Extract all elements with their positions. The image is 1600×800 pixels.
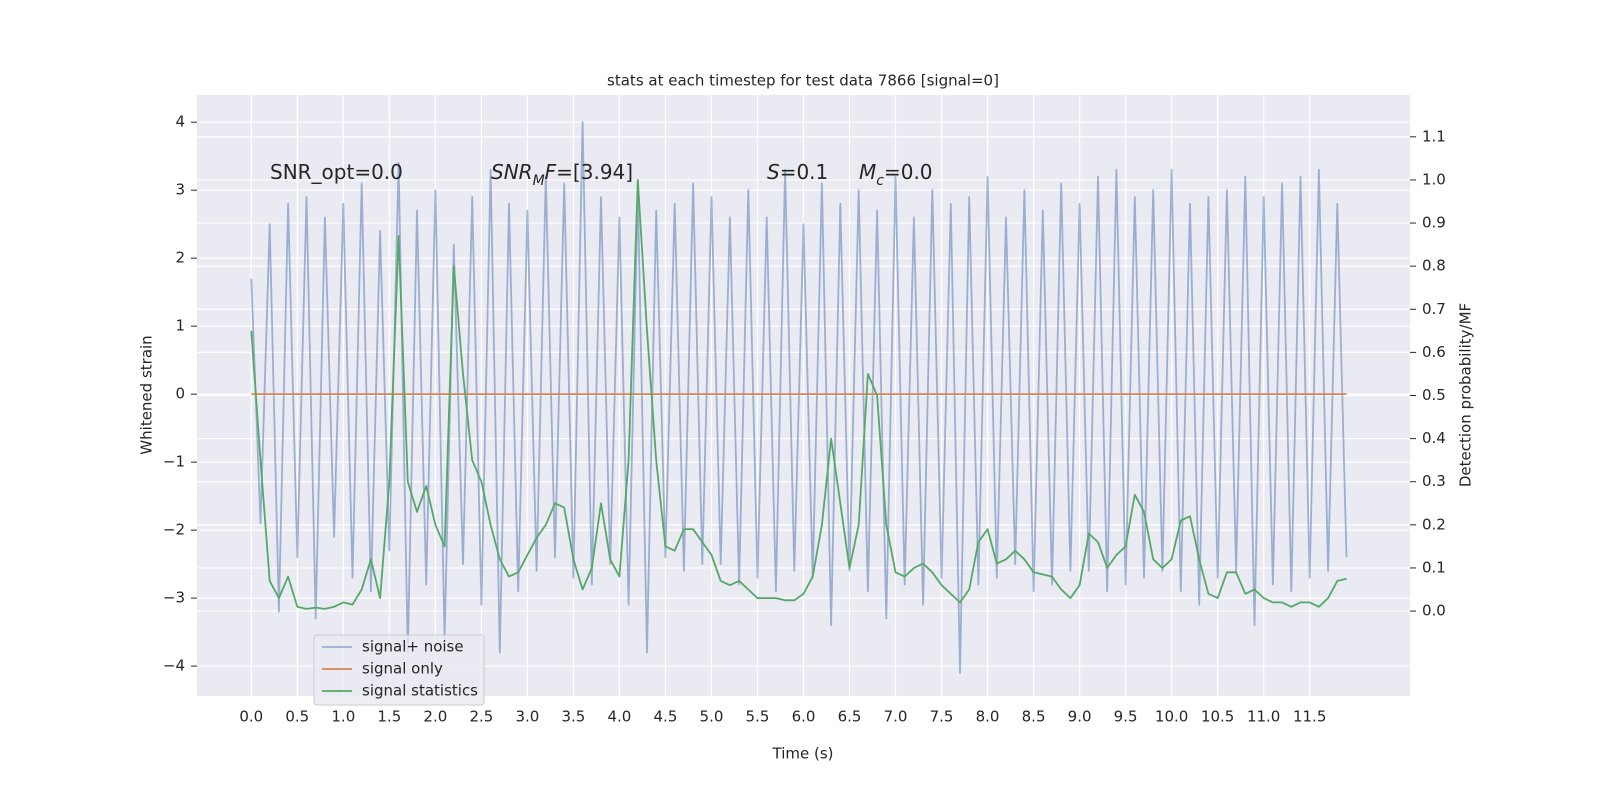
x-tick-label: 8.5: [1022, 708, 1046, 726]
y2-tick-label: 0.5: [1422, 386, 1446, 404]
y2-axis-label: Detection probability/MF: [1457, 303, 1475, 487]
x-tick-label: 4.0: [608, 708, 632, 726]
x-tick-label: 11.5: [1293, 708, 1326, 726]
legend-label: signal only: [362, 660, 443, 678]
y2-tick-label: 1.1: [1422, 127, 1446, 145]
y-tick-label: −4: [163, 657, 185, 675]
legend-label: signal statistics: [362, 682, 478, 700]
x-tick-label: 0.5: [285, 708, 309, 726]
y2-tick-label: 0.8: [1422, 257, 1446, 275]
x-tick-label: 1.5: [377, 708, 401, 726]
annotation: Mc=0.0: [859, 160, 933, 190]
y2-tick-label: 0.6: [1422, 343, 1446, 361]
annotation-part: S: [767, 160, 780, 184]
y2-tick-label: 1.0: [1422, 170, 1446, 188]
annotation: SNRMF=[3.94]: [491, 160, 633, 190]
x-tick-label: 1.0: [331, 708, 355, 726]
x-tick-label: 7.0: [884, 708, 908, 726]
annotation-part: c: [876, 173, 884, 189]
x-tick-label: 5.0: [700, 708, 724, 726]
x-tick-label: 2.0: [423, 708, 447, 726]
y-axis-label: Whitened strain: [138, 335, 156, 454]
legend-label: signal+ noise: [362, 638, 464, 656]
x-tick-label: 10.0: [1155, 708, 1188, 726]
y-tick-label: 3: [175, 181, 185, 199]
annotation-part: =0.1: [780, 160, 829, 184]
x-tick-label: 10.5: [1201, 708, 1234, 726]
y-tick-label: −3: [163, 589, 185, 607]
x-tick-label: 8.0: [976, 708, 1000, 726]
annotation-part: =[3.94]: [556, 160, 633, 184]
annotation: S=0.1: [767, 160, 828, 184]
x-tick-label: 0.0: [239, 708, 263, 726]
x-tick-label: 3.5: [561, 708, 585, 726]
annotation-part: F: [545, 160, 557, 184]
legend-box: [313, 634, 485, 706]
y-tick-label: 0: [175, 385, 185, 403]
y-tick-label: 2: [175, 249, 185, 267]
chart-title: stats at each timestep for test data 786…: [607, 72, 999, 90]
x-tick-label: 9.5: [1114, 708, 1138, 726]
y-tick-label: 4: [175, 113, 185, 131]
series-line: [250, 179, 1347, 610]
x-tick-label: 6.0: [792, 708, 816, 726]
annotation-part: =0.0: [884, 160, 933, 184]
y2-tick-label: 0.1: [1422, 558, 1446, 576]
y-tick-label: 1: [175, 317, 185, 335]
x-tick-label: 4.5: [654, 708, 678, 726]
x-tick-label: 2.5: [469, 708, 493, 726]
y2-tick-label: 0.3: [1422, 472, 1446, 490]
x-tick-label: 5.5: [746, 708, 770, 726]
x-axis-label: Time (s): [772, 745, 834, 763]
x-tick-label: 7.5: [930, 708, 954, 726]
annotation-part: SNR_opt=0.0: [270, 160, 403, 184]
y2-tick-label: 0.7: [1422, 300, 1446, 318]
annotation-part: SNR: [491, 160, 533, 184]
y2-tick-label: 0.4: [1422, 429, 1446, 447]
y2-tick-label: 0.0: [1422, 602, 1446, 620]
series-line: [250, 121, 1348, 674]
annotation-part: M: [859, 160, 876, 184]
x-tick-label: 6.5: [838, 708, 862, 726]
y-tick-label: −2: [163, 521, 185, 539]
x-tick-label: 11.0: [1247, 708, 1280, 726]
annotation: SNR_opt=0.0: [270, 160, 403, 184]
y2-tick-label: 0.2: [1422, 515, 1446, 533]
x-tick-label: 9.0: [1068, 708, 1092, 726]
annotation-part: M: [533, 173, 545, 189]
x-tick-label: 3.0: [515, 708, 539, 726]
y-tick-label: −1: [163, 453, 185, 471]
y2-tick-label: 0.9: [1422, 214, 1446, 232]
